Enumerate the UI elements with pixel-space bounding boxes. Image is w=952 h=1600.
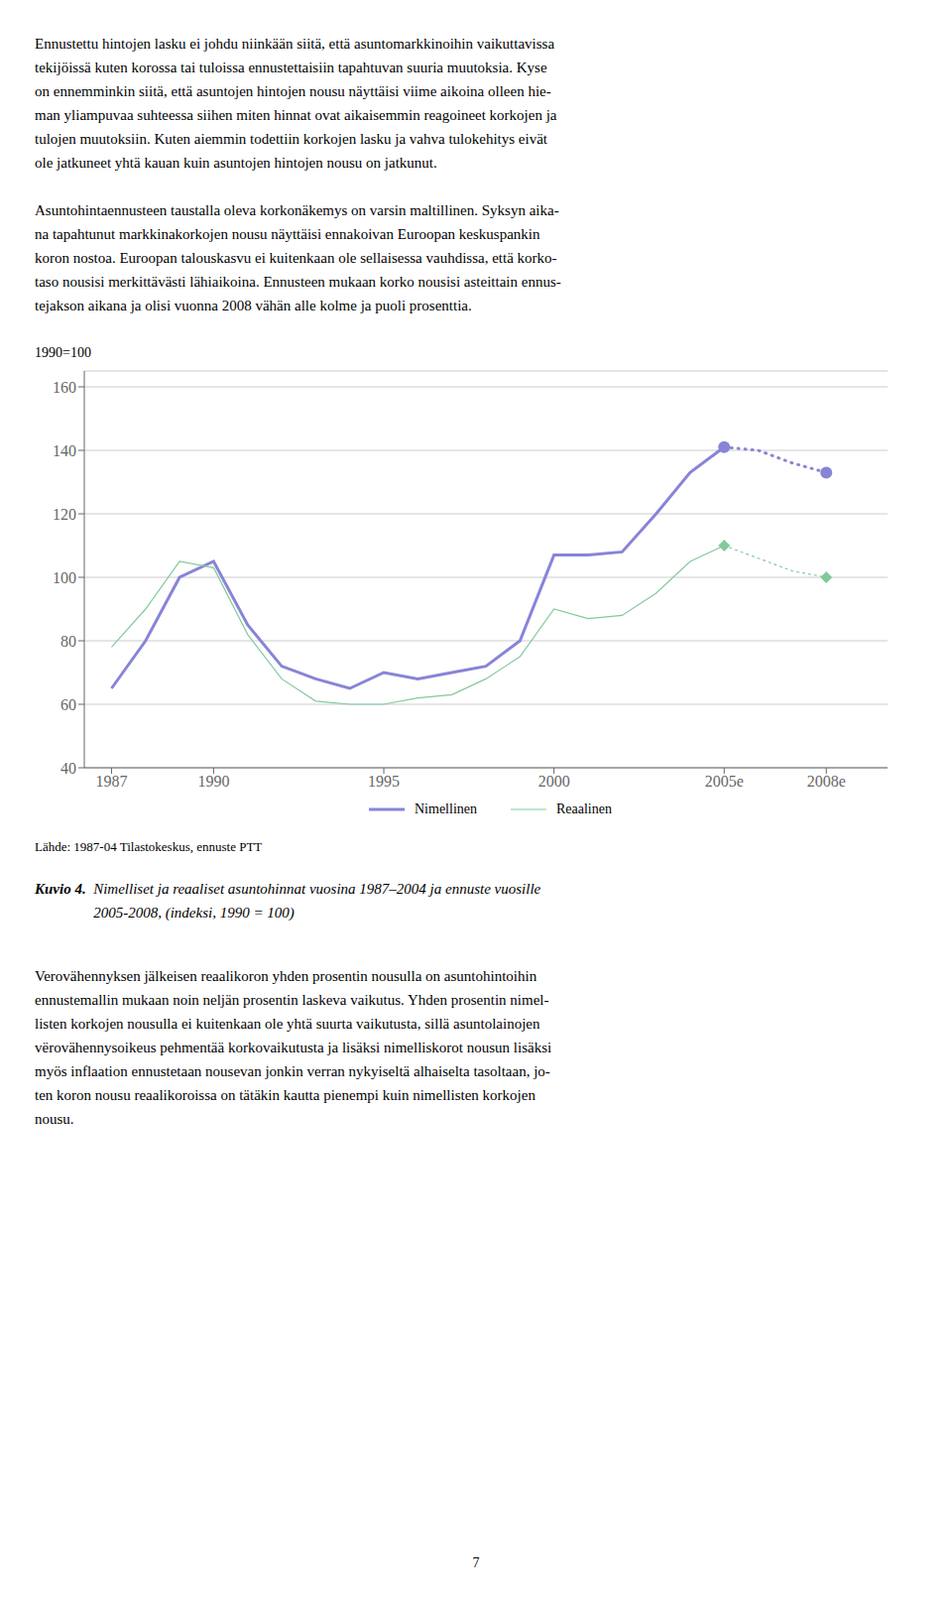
svg-text:2008e: 2008e bbox=[807, 772, 846, 790]
html-text:Lähde: 1987-04 Tilastokeskus,: Lähde: 1987-04 Tilastokeskus, ennuste PT… bbox=[34, 838, 263, 854]
html-text:ennustemallin mukaan noin nelj: ennustemallin mukaan noin neljän prosent… bbox=[34, 991, 549, 1008]
html-text:1990=100: 1990=100 bbox=[34, 345, 92, 360]
html-text:tekijöissä kuten korossa tai t: tekijöissä kuten korossa tai tuloissa en… bbox=[34, 59, 548, 76]
html-text:listen korkojen nousulla ei ku: listen korkojen nousulla ei kuitenkaan o… bbox=[34, 1015, 540, 1032]
svg-text:2000: 2000 bbox=[538, 772, 571, 790]
svg-text:2005e: 2005e bbox=[705, 772, 744, 790]
svg-text:100: 100 bbox=[52, 569, 77, 587]
html-text:taso nousisi merkittävästi läh: taso nousisi merkittävästi lähiaikoina. … bbox=[34, 273, 562, 290]
svg-text:140: 140 bbox=[52, 442, 77, 460]
html-text:Verovähennyksen jälkeisen reaa: Verovähennyksen jälkeisen reaalikoron yh… bbox=[34, 967, 537, 984]
html-text:Asuntohintaennusteen taustalla: Asuntohintaennusteen taustalla oleva kor… bbox=[34, 202, 559, 219]
html-text:nousu.: nousu. bbox=[34, 1110, 74, 1127]
html-text:Reaalinen: Reaalinen bbox=[556, 801, 612, 817]
html-text:Nimellinen: Nimellinen bbox=[414, 801, 477, 817]
html-text:ten koron nousu reaalikoroissa: ten koron nousu reaalikoroissa on tätäki… bbox=[34, 1086, 536, 1103]
html-text:on ennemminkin siitä, että asu: on ennemminkin siitä, että asuntojen hin… bbox=[34, 83, 552, 100]
html-text:vërovähennysoikeus pehmentää k: vërovähennysoikeus pehmentää korkovaikut… bbox=[34, 1039, 552, 1056]
svg-text:1995: 1995 bbox=[367, 772, 400, 790]
svg-text:60: 60 bbox=[60, 696, 77, 714]
html-text:7: 7 bbox=[472, 1554, 480, 1570]
html-text:koron nostoa. Euroopan talousk: koron nostoa. Euroopan talouskasvu ei ku… bbox=[34, 249, 557, 266]
html-text:tulojen muutoksiin. Kuten aiem: tulojen muutoksiin. Kuten aiemmin todett… bbox=[34, 130, 548, 147]
svg-text:40: 40 bbox=[60, 759, 77, 777]
svg-text:1987: 1987 bbox=[95, 772, 127, 790]
html-text:Ennustettu hintojen lasku ei j: Ennustettu hintojen lasku ei johdu niink… bbox=[34, 35, 555, 52]
html-text:tejakson aikana ja olisi vuonn: tejakson aikana ja olisi vuonna 2008 väh… bbox=[34, 297, 472, 314]
svg-text:80: 80 bbox=[60, 632, 77, 650]
svg-text:120: 120 bbox=[52, 505, 77, 523]
html-text:Kuvio 4. Nimelliset ja reaalis: Kuvio 4. Nimelliset ja reaaliset asuntoh… bbox=[34, 880, 541, 921]
html-text:ole jatkuneet yhtä kauan kuin: ole jatkuneet yhtä kauan kuin asuntojen … bbox=[34, 154, 438, 171]
svg-text:160: 160 bbox=[52, 378, 77, 396]
html-text:man yliampuvaa suhteessa siihe: man yliampuvaa suhteessa siihen miten hi… bbox=[34, 107, 557, 123]
html-text:myös inflaation ennustetaan no: myös inflaation ennustetaan nousevan jon… bbox=[34, 1063, 551, 1079]
html-text:na tapahtunut markkinakorkojen: na tapahtunut markkinakorkojen nousu näy… bbox=[34, 226, 540, 242]
svg-text:1990: 1990 bbox=[197, 772, 230, 790]
